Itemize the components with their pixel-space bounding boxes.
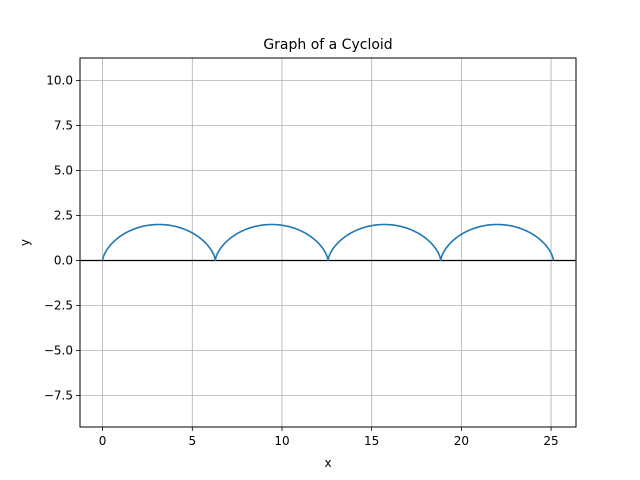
y-tick-label: 7.5	[54, 119, 73, 133]
y-tick-label: 2.5	[54, 209, 73, 223]
chart-title: Graph of a Cycloid	[263, 37, 392, 53]
x-axis-ticks: 0 5 10 15 20 25	[99, 427, 559, 448]
y-tick-label: −2.5	[44, 299, 73, 313]
plot-frame	[79, 57, 577, 428]
x-tick-label: 10	[274, 434, 289, 448]
x-tick-label: 0	[99, 434, 107, 448]
x-axis-label: x	[324, 456, 331, 470]
grid-lines	[80, 58, 576, 427]
x-tick-label: 20	[454, 434, 469, 448]
x-tick-label: 15	[364, 434, 379, 448]
y-tick-label: 5.0	[54, 164, 73, 178]
y-tick-label: −7.5	[44, 389, 73, 403]
series-layer	[101, 223, 555, 262]
y-axis-ticks: −7.5 −5.0 −2.5 0.0 2.5 5.0 7.5 10.0	[44, 74, 80, 403]
y-axis-label: y	[18, 239, 32, 246]
y-tick-label: 10.0	[46, 74, 73, 88]
y-tick-label: −5.0	[44, 344, 73, 358]
x-tick-label: 25	[543, 434, 558, 448]
x-tick-label: 5	[188, 434, 196, 448]
cycloid-series-line	[101, 223, 555, 262]
y-tick-label: 0.0	[54, 254, 73, 268]
